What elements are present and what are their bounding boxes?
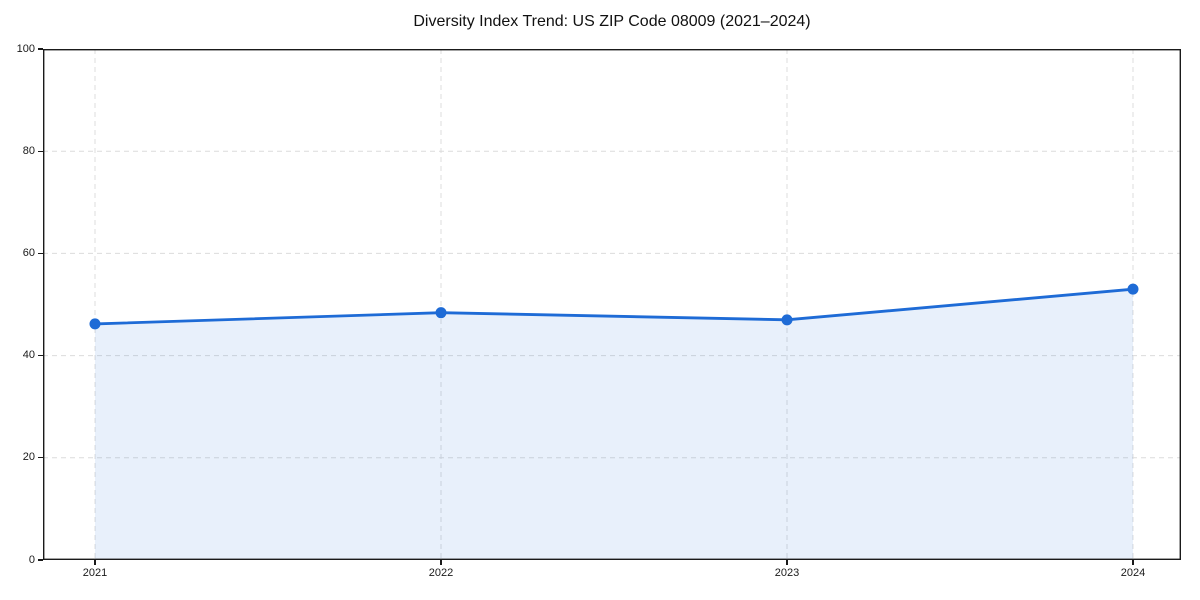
chart-canvas xyxy=(43,49,1181,560)
area-fill xyxy=(95,289,1133,560)
y-tick-label: 80 xyxy=(22,144,35,157)
data-point xyxy=(781,314,793,326)
plot-area xyxy=(43,49,1181,560)
y-tick-mark xyxy=(38,354,43,357)
x-tick-label: 2024 xyxy=(1120,567,1146,579)
trend-line xyxy=(93,287,1135,326)
data-point xyxy=(1127,283,1139,295)
chart-title: Diversity Index Trend: US ZIP Code 08009… xyxy=(413,13,811,30)
y-tick-label: 60 xyxy=(22,246,35,259)
data-point xyxy=(89,318,101,330)
y-tick-label: 100 xyxy=(16,42,35,55)
x-tick-mark xyxy=(94,560,96,565)
data-point xyxy=(435,307,447,319)
x-tick-label: 2022 xyxy=(428,567,454,579)
y-tick-mark xyxy=(38,559,43,561)
y-tick-mark xyxy=(38,48,43,50)
y-tick-mark xyxy=(38,252,43,255)
plot-border xyxy=(43,49,1181,560)
y-tick-label: 0 xyxy=(28,553,35,566)
x-tick-mark xyxy=(1132,560,1134,565)
x-tick-mark xyxy=(786,560,788,565)
x-tick-label: 2021 xyxy=(82,567,108,579)
y-tick-label: 40 xyxy=(22,349,35,362)
y-tick-label: 20 xyxy=(22,451,35,464)
x-tick-mark xyxy=(440,560,442,565)
y-tick-mark xyxy=(38,150,43,152)
x-tick-label: 2023 xyxy=(774,567,800,579)
y-tick-mark xyxy=(38,457,43,459)
